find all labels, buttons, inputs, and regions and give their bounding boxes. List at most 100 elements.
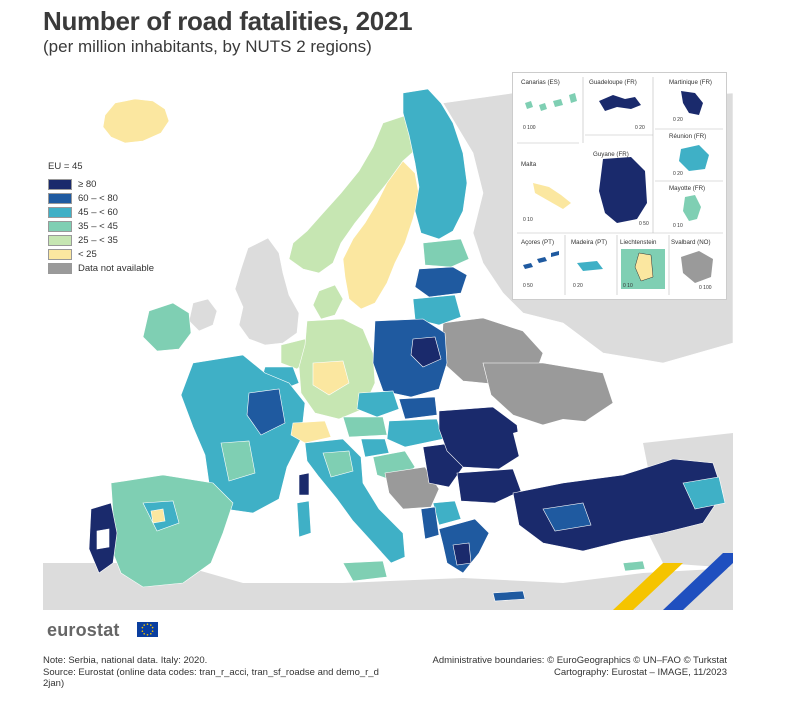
region-estonia [422,238,470,268]
legend-label: 45 – < 60 [78,207,118,218]
legend-title: EU = 45 [48,161,83,172]
region-romania [438,406,522,470]
region-hungary [386,418,444,448]
inset-liechtenstein-shape [634,252,654,282]
inset-svalbard-shape [681,251,713,283]
region-madrid [150,508,166,524]
region-france-sw [220,440,256,482]
eurostat-logo: eurostat [47,620,120,640]
region-sweden [342,160,420,310]
eurostat-ribbon-yellow [613,563,683,610]
region-slovakia [398,396,438,420]
region-italy-north [322,450,354,478]
region-germany-central [312,360,350,396]
eurostat-ribbon-blue [663,553,733,610]
scale-guadeloupe: 0 20 [635,125,645,131]
inset-label-malta: Malta [521,161,537,168]
map-title: Number of road fatalities, 2021 [43,6,413,36]
inset-madeira-shape [577,261,603,271]
inset-label-reunion: Réunion (FR) [669,133,707,140]
legend-item: ≥ 80 [48,178,154,191]
region-austria [342,416,388,438]
legend-item: 60 – < 80 [48,192,154,205]
legend-item: < 25 [48,248,154,261]
inset-martinique-shape [681,91,703,115]
region-uk [234,237,300,346]
region-greece-attica [452,542,472,566]
legend-swatch [48,249,72,260]
map-legend: EU = 45 ≥ 80 60 – < 80 45 – < 60 35 – < … [48,161,154,276]
region-latvia [414,266,468,298]
legend-label: Data not available [78,263,155,274]
region-iceland [102,98,170,144]
scale-martinique: 0 20 [673,117,683,123]
inset-label-guadeloupe: Guadeloupe (FR) [589,79,637,86]
scale-liechtenstein: 0 10 [623,283,633,289]
region-western-balkans-na [384,466,440,510]
inset-label-guyane: Guyane (FR) [593,151,629,158]
inset-acores-shape [523,251,559,269]
inset-malta-shape [533,183,571,209]
region-sardinia [296,500,312,538]
scale-acores: 0 50 [523,283,533,289]
region-turkey-east [682,476,726,510]
region-czechia [356,390,400,418]
region-north-macedonia [432,500,462,526]
source-line-cont: 2jan) [43,678,65,689]
legend-swatch [48,193,72,204]
inset-canarias-shape [525,93,577,111]
legend-item: Data not available [48,262,154,275]
legend-label: 25 – < 35 [78,235,118,246]
eu-stars-icon [141,623,154,636]
note-line: Note: Serbia, national data. Italy: 2020… [43,655,208,666]
region-denmark [312,284,344,320]
inset-label-madeira: Madeira (PT) [571,239,608,246]
inset-label-acores: Açores (PT) [521,239,555,246]
inset-label-svalbard: Svalbard (NO) [671,239,711,246]
inset-mayotte-shape [683,195,701,221]
inset-label-mayotte: Mayotte (FR) [669,185,706,192]
inset-label-martinique: Martinique (FR) [669,79,712,86]
legend-label: 60 – < 80 [78,193,118,204]
legend-item: 35 – < 45 [48,220,154,233]
region-crete [492,590,526,602]
scale-madeira: 0 20 [573,283,583,289]
legend-label: < 25 [78,249,97,260]
scale-mayotte: 0 10 [673,223,683,229]
map-credits: Administrative boundaries: © EuroGeograp… [432,655,727,678]
region-north-africa [43,563,733,610]
inset-label-canarias: Canarias (ES) [521,79,560,86]
region-france-central [246,388,286,436]
legend-label: ≥ 80 [78,179,97,190]
scale-reunion: 0 20 [673,171,683,177]
source-line: Source: Eurostat (online data codes: tra… [43,666,379,678]
region-finland [402,88,468,240]
boundaries-credit: Administrative boundaries: © EuroGeograp… [432,655,727,666]
inset-guyane-shape [599,157,647,223]
map-subtitle: (per million inhabitants, by NUTS 2 regi… [43,37,372,56]
black-sea [513,419,643,475]
scale-guyane: 0 50 [639,221,649,227]
map-notes: Note: Serbia, national data. Italy: 2020… [43,655,403,690]
legend-label: 35 – < 45 [78,221,118,232]
scale-svalbard: 0 100 [699,285,712,291]
eu-flag-icon [137,622,158,637]
region-bulgaria [456,468,522,504]
scale-canarias: 0 100 [523,125,536,131]
inset-label-liechtenstein: Liechtenstein [620,239,657,246]
region-poland-east [410,336,442,368]
region-sicily [342,560,388,582]
cartography-credit: Cartography: Eurostat – IMAGE, 11/2023 [553,666,727,678]
inset-guadeloupe-shape [599,95,641,111]
region-corsica [298,472,310,496]
legend-swatch [48,235,72,246]
region-slovenia [360,438,390,458]
legend-swatch [48,207,72,218]
legend-item: 25 – < 35 [48,234,154,247]
legend-swatch [48,263,72,274]
region-turkey-west [542,502,592,532]
region-lithuania [412,294,462,326]
region-portugal-lisbon [96,528,110,550]
legend-swatch [48,221,72,232]
scale-malta: 0 10 [523,217,533,223]
